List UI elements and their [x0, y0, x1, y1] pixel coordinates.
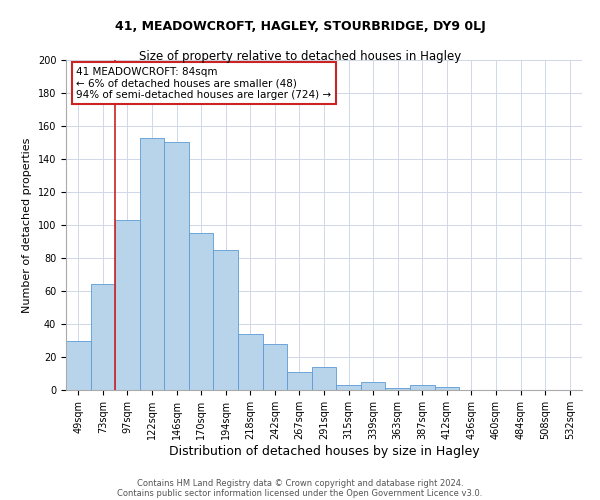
Bar [287, 372, 312, 390]
Text: Contains public sector information licensed under the Open Government Licence v3: Contains public sector information licen… [118, 488, 482, 498]
Text: Contains HM Land Registry data © Crown copyright and database right 2024.: Contains HM Land Registry data © Crown c… [137, 478, 463, 488]
Bar [164, 142, 189, 390]
Bar [66, 340, 91, 390]
Text: 41, MEADOWCROFT, HAGLEY, STOURBRIDGE, DY9 0LJ: 41, MEADOWCROFT, HAGLEY, STOURBRIDGE, DY… [115, 20, 485, 33]
Bar [189, 233, 214, 390]
Bar [434, 386, 459, 390]
X-axis label: Distribution of detached houses by size in Hagley: Distribution of detached houses by size … [169, 444, 479, 458]
Bar [385, 388, 410, 390]
Bar [214, 250, 238, 390]
Bar [91, 284, 115, 390]
Bar [410, 385, 434, 390]
Bar [115, 220, 140, 390]
Bar [336, 385, 361, 390]
Y-axis label: Number of detached properties: Number of detached properties [22, 138, 32, 312]
Bar [238, 334, 263, 390]
Bar [263, 344, 287, 390]
Text: 41 MEADOWCROFT: 84sqm
← 6% of detached houses are smaller (48)
94% of semi-detac: 41 MEADOWCROFT: 84sqm ← 6% of detached h… [76, 66, 331, 100]
Bar [361, 382, 385, 390]
Text: Size of property relative to detached houses in Hagley: Size of property relative to detached ho… [139, 50, 461, 63]
Bar [140, 138, 164, 390]
Bar [312, 367, 336, 390]
